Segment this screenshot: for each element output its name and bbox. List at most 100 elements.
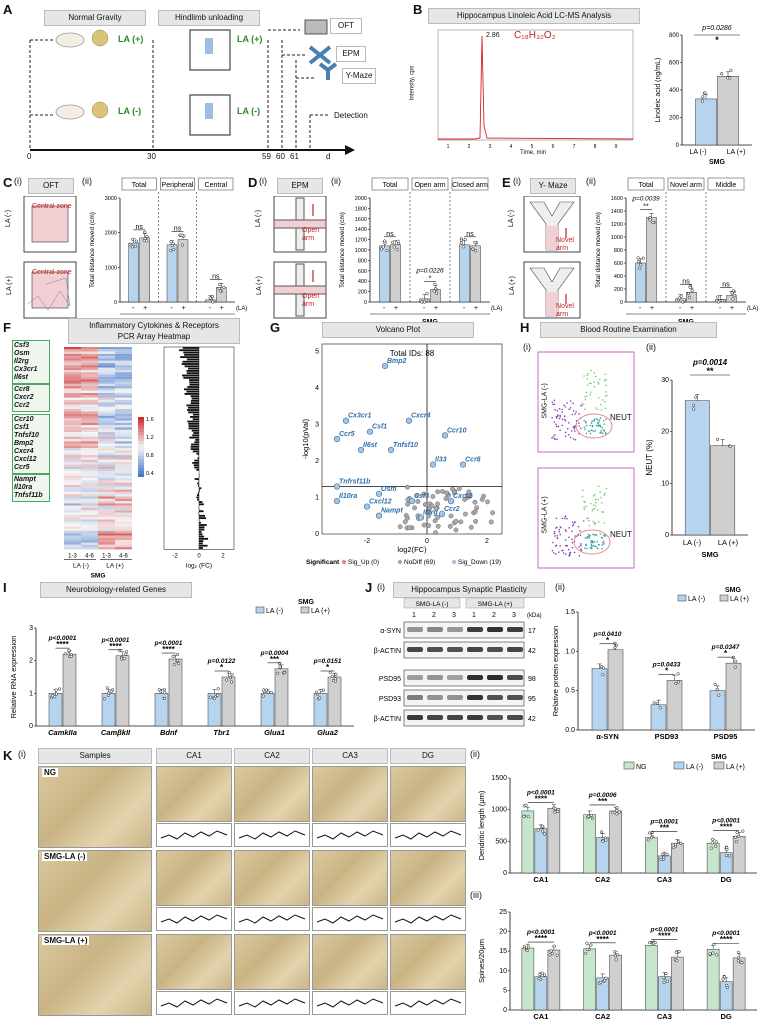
- data-point: [171, 654, 175, 658]
- heatmap-cell: [81, 381, 98, 384]
- sig-stars: ****: [658, 931, 671, 940]
- flow-dot: [558, 528, 560, 531]
- heatmap-cell: [64, 526, 81, 529]
- heatmap-cell: [64, 505, 81, 508]
- blot-band: [487, 675, 503, 680]
- lcms-ylabel: Intensity, cps: [409, 65, 416, 101]
- flow-dot: [569, 554, 571, 556]
- data-point: [133, 244, 137, 249]
- heatmap-cell: [81, 496, 98, 499]
- flow-dot: [551, 416, 553, 419]
- heatmap-cell: [115, 418, 132, 421]
- heatmap-cell: [115, 436, 132, 439]
- heatmap-cell: [64, 360, 81, 364]
- group-header-box: [121, 177, 157, 191]
- flow-dot: [601, 544, 604, 546]
- data-point: [638, 266, 642, 270]
- flow-dot: [554, 434, 556, 436]
- data-point: [675, 958, 679, 963]
- flow-dot: [593, 507, 596, 510]
- data-point: [679, 294, 683, 298]
- heatmap-cell: [98, 347, 115, 350]
- epm-arena-images: [273, 196, 327, 319]
- k-sub-iii: (iii): [470, 890, 482, 900]
- nodiff-point: [405, 484, 410, 490]
- fc-bar: [189, 436, 199, 439]
- heatmap-cell: [98, 450, 115, 453]
- heatmap-cell: [64, 367, 81, 370]
- e-row-2: LA (+): [508, 276, 516, 295]
- heatmap-cell: [98, 521, 115, 525]
- data-point: [733, 293, 737, 297]
- category-label: DG: [721, 1012, 732, 1021]
- flow-dot: [577, 525, 580, 528]
- heatmap-cell: [98, 363, 115, 366]
- y-tick-label: 400: [614, 274, 623, 280]
- fc-bar: [199, 531, 202, 533]
- bar: [168, 658, 183, 727]
- data-point: [703, 91, 707, 95]
- flow-dot: [599, 424, 601, 426]
- flow-dot: [571, 413, 573, 416]
- heatmap-cell: [64, 420, 81, 423]
- flow-dot: [585, 391, 588, 394]
- sig-stars: ****: [720, 935, 733, 944]
- heatmap-cell: [64, 349, 81, 352]
- y-tick-label: 0: [315, 531, 319, 538]
- f-gene-label: Bmp2: [14, 440, 34, 447]
- data-point: [721, 977, 725, 981]
- data-point: [734, 659, 738, 663]
- nodiff-point: [485, 499, 490, 505]
- flow-dot: [601, 426, 604, 429]
- flow-dot: [563, 404, 565, 407]
- nodiff-point: [435, 523, 441, 529]
- fc-bar: [194, 441, 199, 444]
- sign-label: -: [383, 305, 386, 312]
- data-point: [180, 243, 184, 247]
- p-value: p=0.0226: [415, 268, 444, 275]
- flow-dot: [569, 407, 572, 409]
- fc-bar: [189, 383, 199, 386]
- data-point: [169, 249, 173, 253]
- flow-dot: [559, 416, 562, 418]
- flow-dot: [575, 411, 577, 413]
- heatmap-cell: [115, 528, 132, 531]
- fc-bar: [197, 457, 199, 460]
- category-label: PSD95: [714, 732, 738, 741]
- heatmap-cell: [64, 537, 81, 541]
- flow-dot: [603, 380, 606, 382]
- data-point: [710, 841, 714, 845]
- nodiff-point: [435, 489, 441, 495]
- micrograph: [38, 934, 152, 1016]
- sig-stars: ***: [270, 655, 280, 664]
- bar: [327, 676, 342, 727]
- fc-bar: [196, 468, 199, 471]
- data-point: [424, 298, 428, 302]
- flow-dot: [553, 403, 556, 405]
- heatmap-cell: [98, 494, 115, 497]
- gene-label: Nampt: [381, 508, 403, 515]
- bar: [710, 445, 736, 536]
- heatmap-cell: [115, 374, 132, 377]
- data-point: [690, 289, 694, 293]
- blot-name: α-SYN: [380, 628, 401, 635]
- x-tick-label: 1: [447, 144, 450, 150]
- flow-dot: [555, 553, 557, 555]
- heatmap-cell: [81, 475, 98, 479]
- data-point: [724, 854, 728, 858]
- flow-dot: [574, 413, 576, 415]
- heatmap-group-label: LA (+): [106, 562, 124, 569]
- blot-band: [427, 647, 443, 652]
- y-tick-label: 600: [669, 61, 680, 67]
- bar: [221, 676, 236, 727]
- flow-dot: [578, 546, 580, 548]
- heatmap-cell: [81, 427, 98, 430]
- fc-bar: [190, 399, 199, 402]
- flow-dot: [564, 529, 567, 531]
- k-col-header: CA1: [156, 748, 232, 764]
- y-tick-label: 600: [614, 261, 623, 267]
- flow-dot: [598, 419, 601, 422]
- data-point: [266, 690, 270, 694]
- data-point: [462, 245, 466, 249]
- heatmap-cell: [115, 372, 132, 375]
